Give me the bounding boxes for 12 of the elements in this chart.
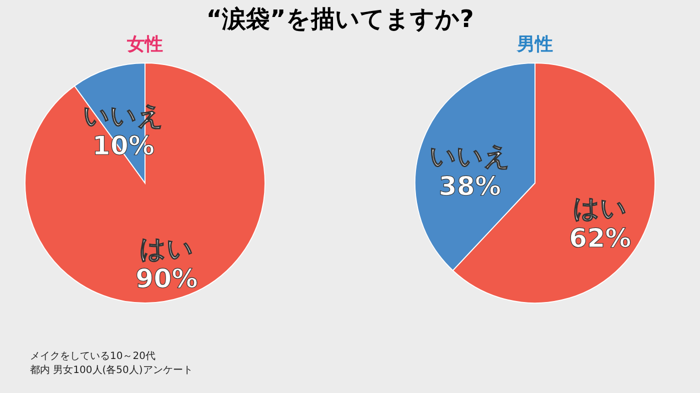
data-label: 62% xyxy=(568,224,632,254)
text: “涙袋”を描いてますか? xyxy=(206,5,474,33)
slice-label: はい xyxy=(140,234,194,265)
data-label: 90% xyxy=(136,264,198,295)
slice-label: はい xyxy=(573,194,628,224)
text: メイクをしている10～20代 xyxy=(30,350,156,364)
text: 都内 男女100人(各50人)アンケート xyxy=(30,364,193,378)
data-label: 38% xyxy=(438,172,502,202)
pie-slice xyxy=(24,62,266,304)
chart-subtitle: 男性 xyxy=(516,34,553,55)
chart-subtitle: 女性 xyxy=(126,34,163,55)
slice-label: いいえ xyxy=(429,142,510,172)
